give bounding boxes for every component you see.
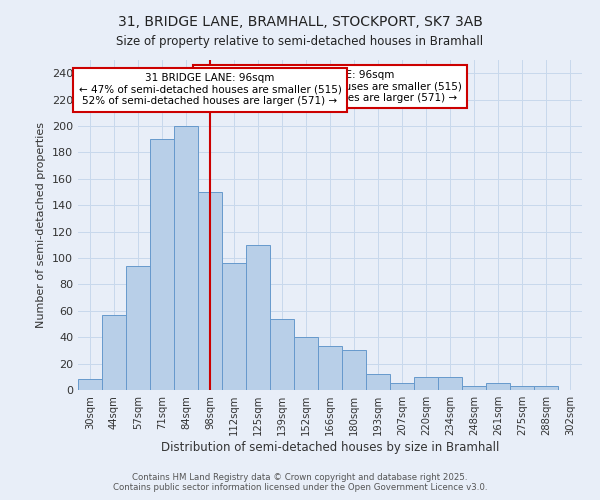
- Text: 31 BRIDGE LANE: 96sqm
← 47% of semi-detached houses are smaller (515)
52% of sem: 31 BRIDGE LANE: 96sqm ← 47% of semi-deta…: [79, 73, 341, 106]
- Bar: [414, 377, 438, 390]
- Y-axis label: Number of semi-detached properties: Number of semi-detached properties: [37, 122, 46, 328]
- Text: Size of property relative to semi-detached houses in Bramhall: Size of property relative to semi-detach…: [116, 35, 484, 48]
- Bar: [534, 386, 558, 390]
- Bar: [174, 126, 198, 390]
- Bar: [318, 346, 342, 390]
- Bar: [510, 386, 534, 390]
- Text: Contains HM Land Registry data © Crown copyright and database right 2025.
Contai: Contains HM Land Registry data © Crown c…: [113, 473, 487, 492]
- Bar: [78, 380, 102, 390]
- Bar: [390, 384, 414, 390]
- Bar: [462, 386, 486, 390]
- Text: 31, BRIDGE LANE, BRAMHALL, STOCKPORT, SK7 3AB: 31, BRIDGE LANE, BRAMHALL, STOCKPORT, SK…: [118, 15, 482, 29]
- Bar: [366, 374, 390, 390]
- Bar: [486, 384, 510, 390]
- X-axis label: Distribution of semi-detached houses by size in Bramhall: Distribution of semi-detached houses by …: [161, 441, 499, 454]
- Bar: [294, 337, 318, 390]
- Bar: [342, 350, 366, 390]
- Bar: [246, 245, 270, 390]
- Bar: [198, 192, 222, 390]
- Bar: [222, 264, 246, 390]
- Bar: [102, 315, 126, 390]
- Text: 31 BRIDGE LANE: 96sqm
← 47% of semi-detached houses are smaller (515)
52% of sem: 31 BRIDGE LANE: 96sqm ← 47% of semi-deta…: [199, 70, 461, 103]
- Bar: [126, 266, 150, 390]
- Bar: [150, 139, 174, 390]
- Bar: [270, 318, 294, 390]
- Bar: [438, 377, 462, 390]
